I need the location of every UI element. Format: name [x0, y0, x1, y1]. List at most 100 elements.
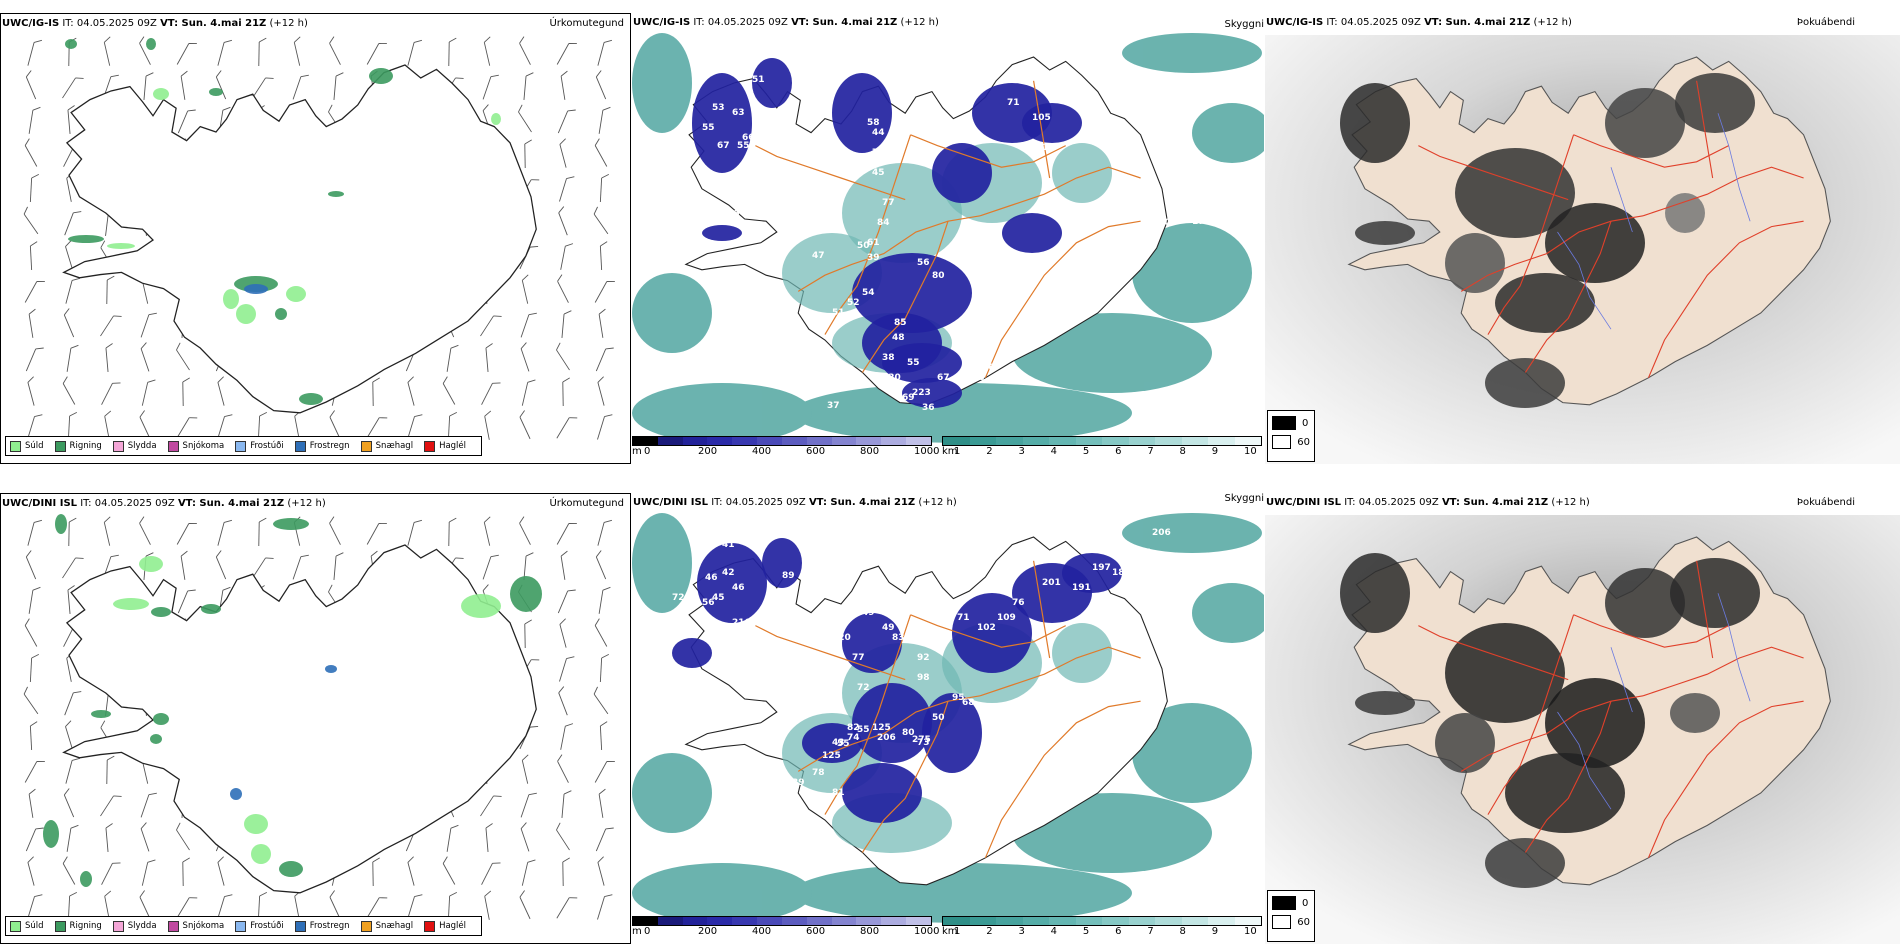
cloud-base-area — [842, 763, 922, 823]
wind-barb — [141, 859, 156, 886]
panel-type-label: Skyggni — [1224, 19, 1264, 30]
cloud-base-value: 46 — [732, 583, 745, 593]
wind-barb — [27, 39, 43, 66]
wind-barb — [480, 315, 502, 337]
legend-swatch — [1272, 915, 1292, 929]
colorbar-tick: 0 — [644, 446, 651, 457]
cloud-base-value: 102 — [977, 623, 996, 633]
wind-barb — [597, 519, 613, 546]
cloud-base-value: 50 — [857, 241, 870, 251]
cloud-base-area — [802, 723, 862, 763]
fog-index-area — [1675, 73, 1755, 133]
cloud-base-value: 67 — [937, 373, 950, 383]
legend-swatch — [167, 920, 179, 932]
cloud-base-value: 191 — [1072, 583, 1091, 593]
cloud-base-value: 54 — [732, 173, 745, 183]
fog-index-area — [1670, 558, 1760, 628]
cloud-base-value: 175 — [1132, 548, 1151, 558]
cloud-base-area — [882, 343, 962, 383]
wind-barb — [593, 206, 609, 235]
legend-swatch — [112, 920, 124, 932]
wind-barb — [62, 77, 84, 99]
precip-area — [153, 88, 169, 100]
panel-header: UWC/DINI ISL IT: 04.05.2025 09Z VT: Sun.… — [1266, 497, 1590, 508]
river — [1558, 712, 1612, 809]
cloud-base-value: 56 — [972, 373, 985, 383]
cloud-base-value: 55 — [702, 123, 715, 133]
wind-barb — [67, 105, 75, 134]
wind-barb — [217, 894, 233, 920]
wind-barb — [180, 550, 188, 580]
legend-label: Slydda — [127, 441, 157, 451]
road — [1418, 626, 1568, 680]
wind-barb — [217, 856, 225, 886]
colorbar-unit: m — [632, 926, 642, 937]
colorbar-tick: 3 — [1018, 926, 1025, 937]
fog-index-area — [1495, 273, 1595, 333]
cloud-base-value: 36 — [922, 403, 935, 413]
wind-barb — [556, 342, 570, 371]
cloud-base-area — [852, 253, 972, 333]
wind-barb — [366, 897, 388, 919]
fog-index-area — [1485, 358, 1565, 408]
legend-swatch — [10, 440, 21, 452]
cloud-base-area — [1002, 213, 1062, 253]
fog-index-area — [1545, 203, 1645, 283]
cloud-base-value: 84 — [877, 218, 890, 228]
wind-barb — [217, 414, 233, 440]
wind-barb — [258, 517, 267, 547]
cloud-base-area — [762, 538, 802, 588]
cloud-base-value: 70 — [872, 375, 885, 385]
legend-label: 60 — [1297, 916, 1310, 928]
colorbar-unit: m — [632, 446, 642, 457]
cloud-base-value: 95 — [952, 693, 965, 703]
wind-barb — [447, 411, 458, 441]
legend-swatch — [235, 920, 247, 932]
wind-barb — [484, 410, 492, 440]
cloud-base-value: 71 — [957, 613, 970, 623]
wind-barb — [293, 36, 301, 66]
wind-barb — [556, 897, 578, 919]
precip-area — [510, 576, 542, 612]
precip-area — [150, 734, 162, 744]
legend-label: Súld — [25, 441, 44, 451]
road — [1034, 81, 1050, 178]
cloud-base-value: 223 — [912, 388, 931, 398]
road — [1574, 615, 1729, 647]
cloud-base-value: 42 — [722, 568, 735, 578]
cloud-base-value: 71 — [1007, 98, 1020, 108]
wind-barb — [521, 274, 529, 304]
cloud-base-value: 55 — [737, 141, 750, 151]
legend-label: Snæhagl — [375, 921, 414, 931]
low-visibility-area — [1122, 33, 1262, 73]
panel-type-label: Skyggni — [1224, 493, 1264, 504]
wind-barb — [24, 280, 45, 303]
legend-item: Súld — [10, 920, 44, 932]
colorbar-tick: 3 — [1018, 446, 1025, 457]
legend-swatch — [294, 440, 306, 452]
wind-barb — [556, 42, 577, 65]
cloud-base-value: 120 — [832, 633, 851, 643]
legend-swatch — [235, 440, 247, 452]
low-visibility-area — [1052, 623, 1112, 683]
cloud-base-value: 77 — [852, 653, 865, 663]
cloud-base-area — [697, 543, 767, 623]
precip-area — [251, 844, 271, 864]
cloud-base-value: 49 — [882, 623, 895, 633]
wind-barb — [62, 376, 76, 405]
cloud-base-value: 72 — [887, 153, 900, 163]
precip-type-panel-top: UWC/IG-IS IT: 04.05.2025 09Z VT: Sun. 4.… — [0, 13, 631, 464]
precip-area — [223, 289, 239, 309]
wind-barb — [562, 857, 570, 887]
cloud-base-value: 37 — [827, 401, 840, 411]
legend-label: Snæhagl — [375, 441, 414, 451]
wind-barb — [333, 72, 344, 100]
fog-index-area — [1455, 148, 1575, 238]
road — [1648, 221, 1803, 378]
wind-barb — [176, 522, 197, 545]
wind-barb — [217, 376, 225, 406]
low-visibility-area — [632, 753, 712, 833]
wind-barb — [104, 410, 112, 440]
cloud-base-value: 77 — [882, 198, 895, 208]
river — [1718, 113, 1750, 221]
